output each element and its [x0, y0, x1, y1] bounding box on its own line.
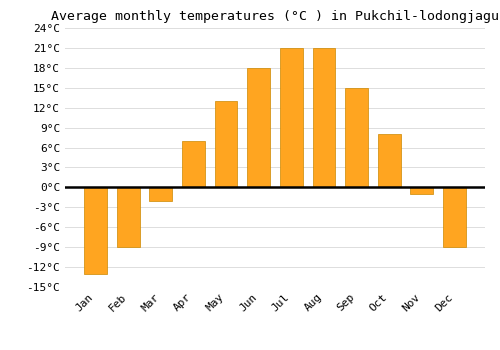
- Bar: [248, 68, 270, 187]
- Bar: [214, 101, 238, 187]
- Bar: [345, 88, 368, 187]
- Bar: [84, 187, 107, 274]
- Bar: [378, 134, 400, 187]
- Bar: [312, 48, 336, 187]
- Bar: [150, 187, 172, 201]
- Bar: [116, 187, 140, 247]
- Title: Average monthly temperatures (°C ) in Pukchil-lodongjagu: Average monthly temperatures (°C ) in Pu…: [51, 10, 499, 23]
- Bar: [443, 187, 466, 247]
- Bar: [280, 48, 302, 187]
- Bar: [410, 187, 434, 194]
- Bar: [182, 141, 205, 187]
